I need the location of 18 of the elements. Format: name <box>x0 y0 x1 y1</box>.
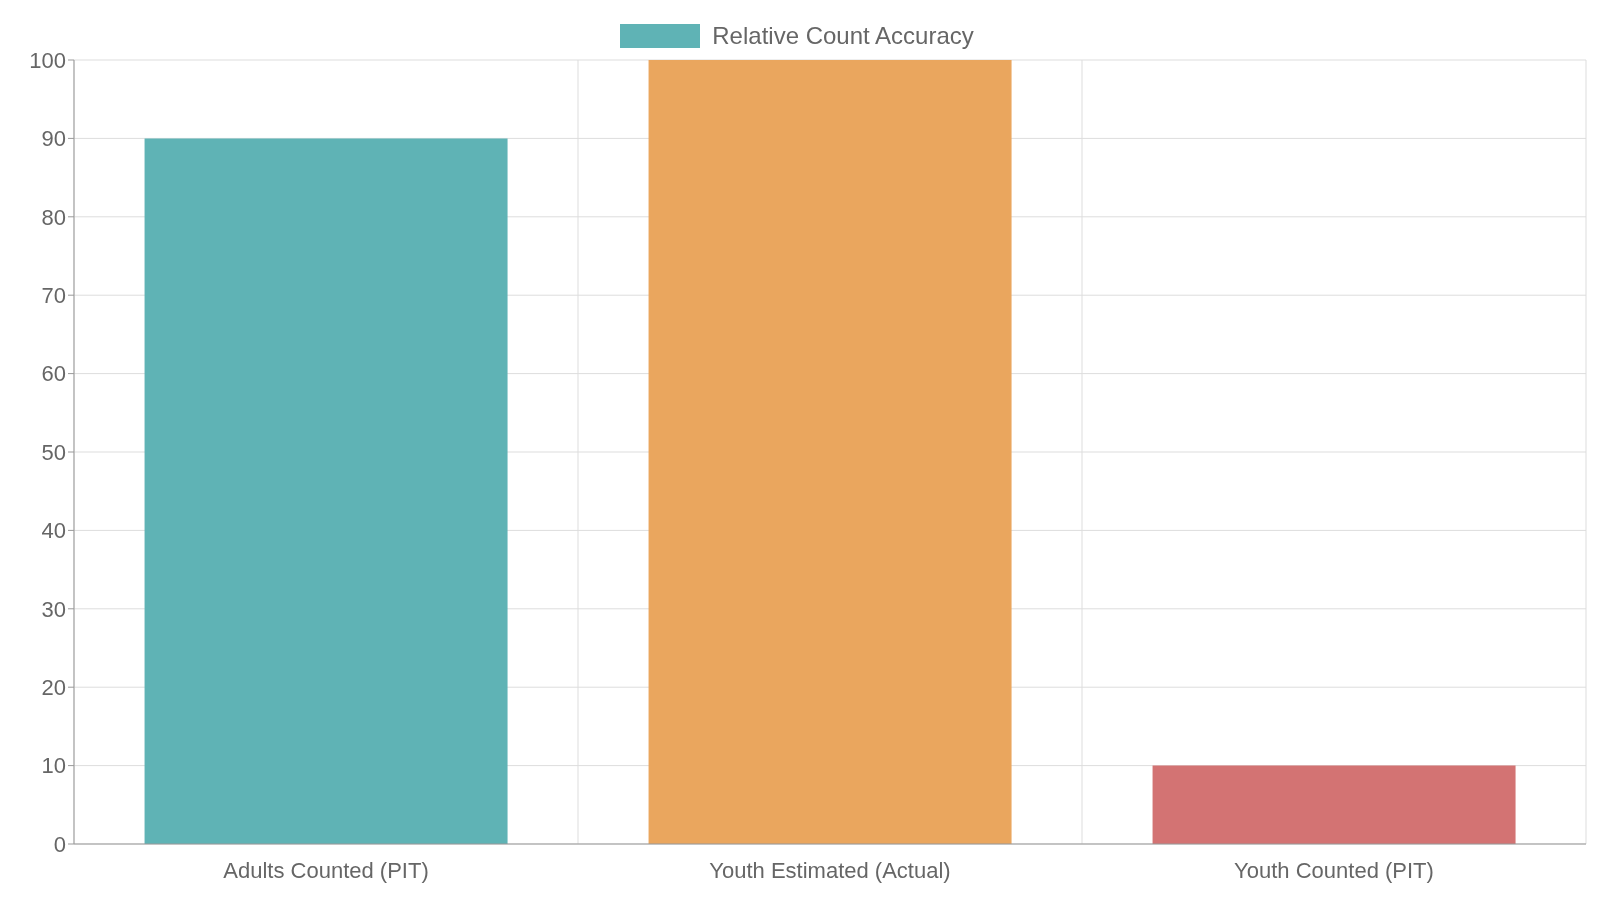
legend-label: Relative Count Accuracy <box>712 22 974 50</box>
y-tick-label: 90 <box>41 126 66 152</box>
bar <box>144 138 508 844</box>
y-tick-label: 0 <box>53 831 66 857</box>
y-tick-label: 10 <box>41 753 66 779</box>
y-tick-label: 30 <box>41 596 66 622</box>
x-tick-label: Youth Counted (PIT) <box>1234 857 1434 883</box>
y-tick-label: 100 <box>29 47 66 73</box>
y-tick-label: 50 <box>41 439 66 465</box>
y-tick-label: 20 <box>41 675 66 701</box>
bar <box>1152 765 1516 844</box>
y-tick-label: 40 <box>41 518 66 544</box>
y-tick-label: 70 <box>41 283 66 309</box>
y-tick-label: 80 <box>41 204 66 230</box>
y-tick-label: 60 <box>41 361 66 387</box>
bar <box>648 60 1012 844</box>
x-tick-label: Adults Counted (PIT) <box>223 857 429 883</box>
x-tick-label: Youth Estimated (Actual) <box>709 857 951 883</box>
